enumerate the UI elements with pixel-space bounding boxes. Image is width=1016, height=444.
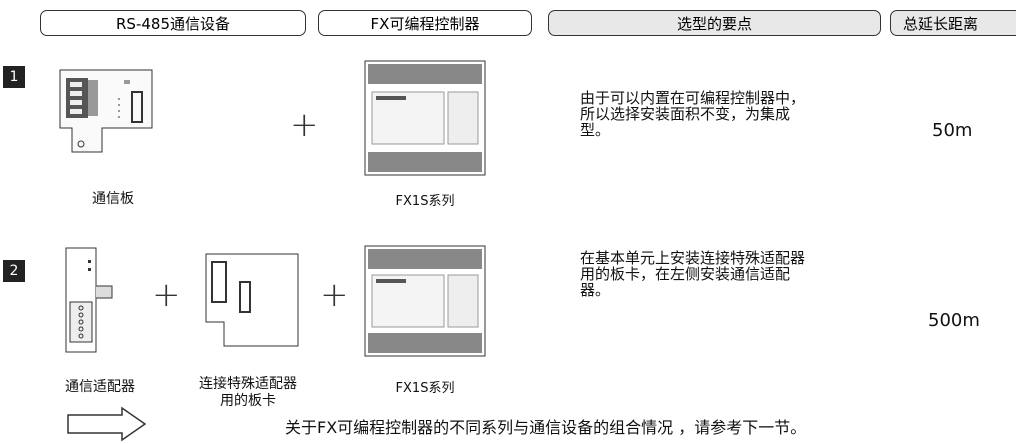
column-header: 总延长距离 xyxy=(890,10,1016,36)
label-line: 用的板卡 xyxy=(220,393,276,409)
note-line: 所以选择安装面积不变，为集成 xyxy=(580,105,791,123)
selection-note: 由于可以内置在可编程控制器中， 所以选择安装面积不变，为集成 型。 xyxy=(580,90,805,138)
device-label: 通信板 xyxy=(92,191,134,207)
device-label: 连接特殊适配器 用的板卡 xyxy=(199,376,297,410)
column-header: 选型的要点 xyxy=(548,10,881,36)
note-line: 型。 xyxy=(580,121,611,139)
column-header: RS-485通信设备 xyxy=(40,10,306,36)
note-line: 用的板卡，在左侧安装通信适配 xyxy=(580,265,791,283)
row-number: 2 xyxy=(3,260,25,282)
plus: + xyxy=(152,275,181,315)
row-number: 1 xyxy=(3,66,25,88)
board-image xyxy=(205,253,299,347)
distance: 50m xyxy=(932,120,973,141)
column-header: FX可编程控制器 xyxy=(318,10,532,36)
arrow xyxy=(67,406,147,442)
device-label: FX1S系列 xyxy=(395,194,455,209)
plc-image xyxy=(364,245,486,357)
plc-image xyxy=(364,60,486,176)
note-line: 由于可以内置在可编程控制器中， xyxy=(580,89,806,107)
footer-text: 关于FX可编程控制器的不同系列与通信设备的组合情况 ，请参考下一节。 xyxy=(285,418,807,437)
device-label: 通信适配器 xyxy=(65,379,135,395)
device-label: FX1S系列 xyxy=(395,381,455,396)
note-line: 在基本单元上安装连接特殊适配器 xyxy=(580,249,806,267)
comm-board-image xyxy=(59,69,153,153)
comm-adapter-image xyxy=(65,247,113,353)
selection-note: 在基本单元上安装连接特殊适配器 用的板卡，在左侧安装通信适配 器。 xyxy=(580,250,805,298)
plus: + xyxy=(320,275,349,315)
note-line: 器。 xyxy=(580,281,611,299)
distance: 500m xyxy=(928,310,980,331)
plus: + xyxy=(290,105,319,145)
label-line: 连接特殊适配器 xyxy=(199,376,297,392)
